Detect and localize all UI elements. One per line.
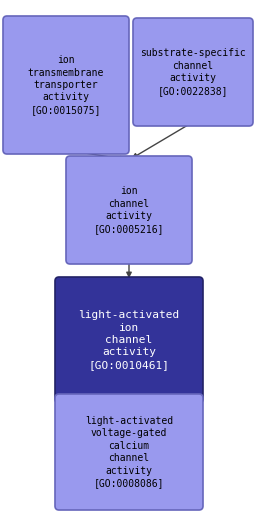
FancyBboxPatch shape xyxy=(55,277,203,403)
FancyBboxPatch shape xyxy=(55,394,203,510)
Text: ion
transmembrane
transporter
activity
[GO:0015075]: ion transmembrane transporter activity [… xyxy=(28,55,104,115)
FancyBboxPatch shape xyxy=(66,156,192,264)
FancyBboxPatch shape xyxy=(133,18,253,126)
FancyBboxPatch shape xyxy=(3,16,129,154)
Text: ion
channel
activity
[GO:0005216]: ion channel activity [GO:0005216] xyxy=(94,186,164,233)
Text: light-activated
voltage-gated
calcium
channel
activity
[GO:0008086]: light-activated voltage-gated calcium ch… xyxy=(85,416,173,488)
Text: substrate-specific
channel
activity
[GO:0022838]: substrate-specific channel activity [GO:… xyxy=(140,49,246,96)
Text: light-activated
ion
channel
activity
[GO:0010461]: light-activated ion channel activity [GO… xyxy=(78,310,180,370)
